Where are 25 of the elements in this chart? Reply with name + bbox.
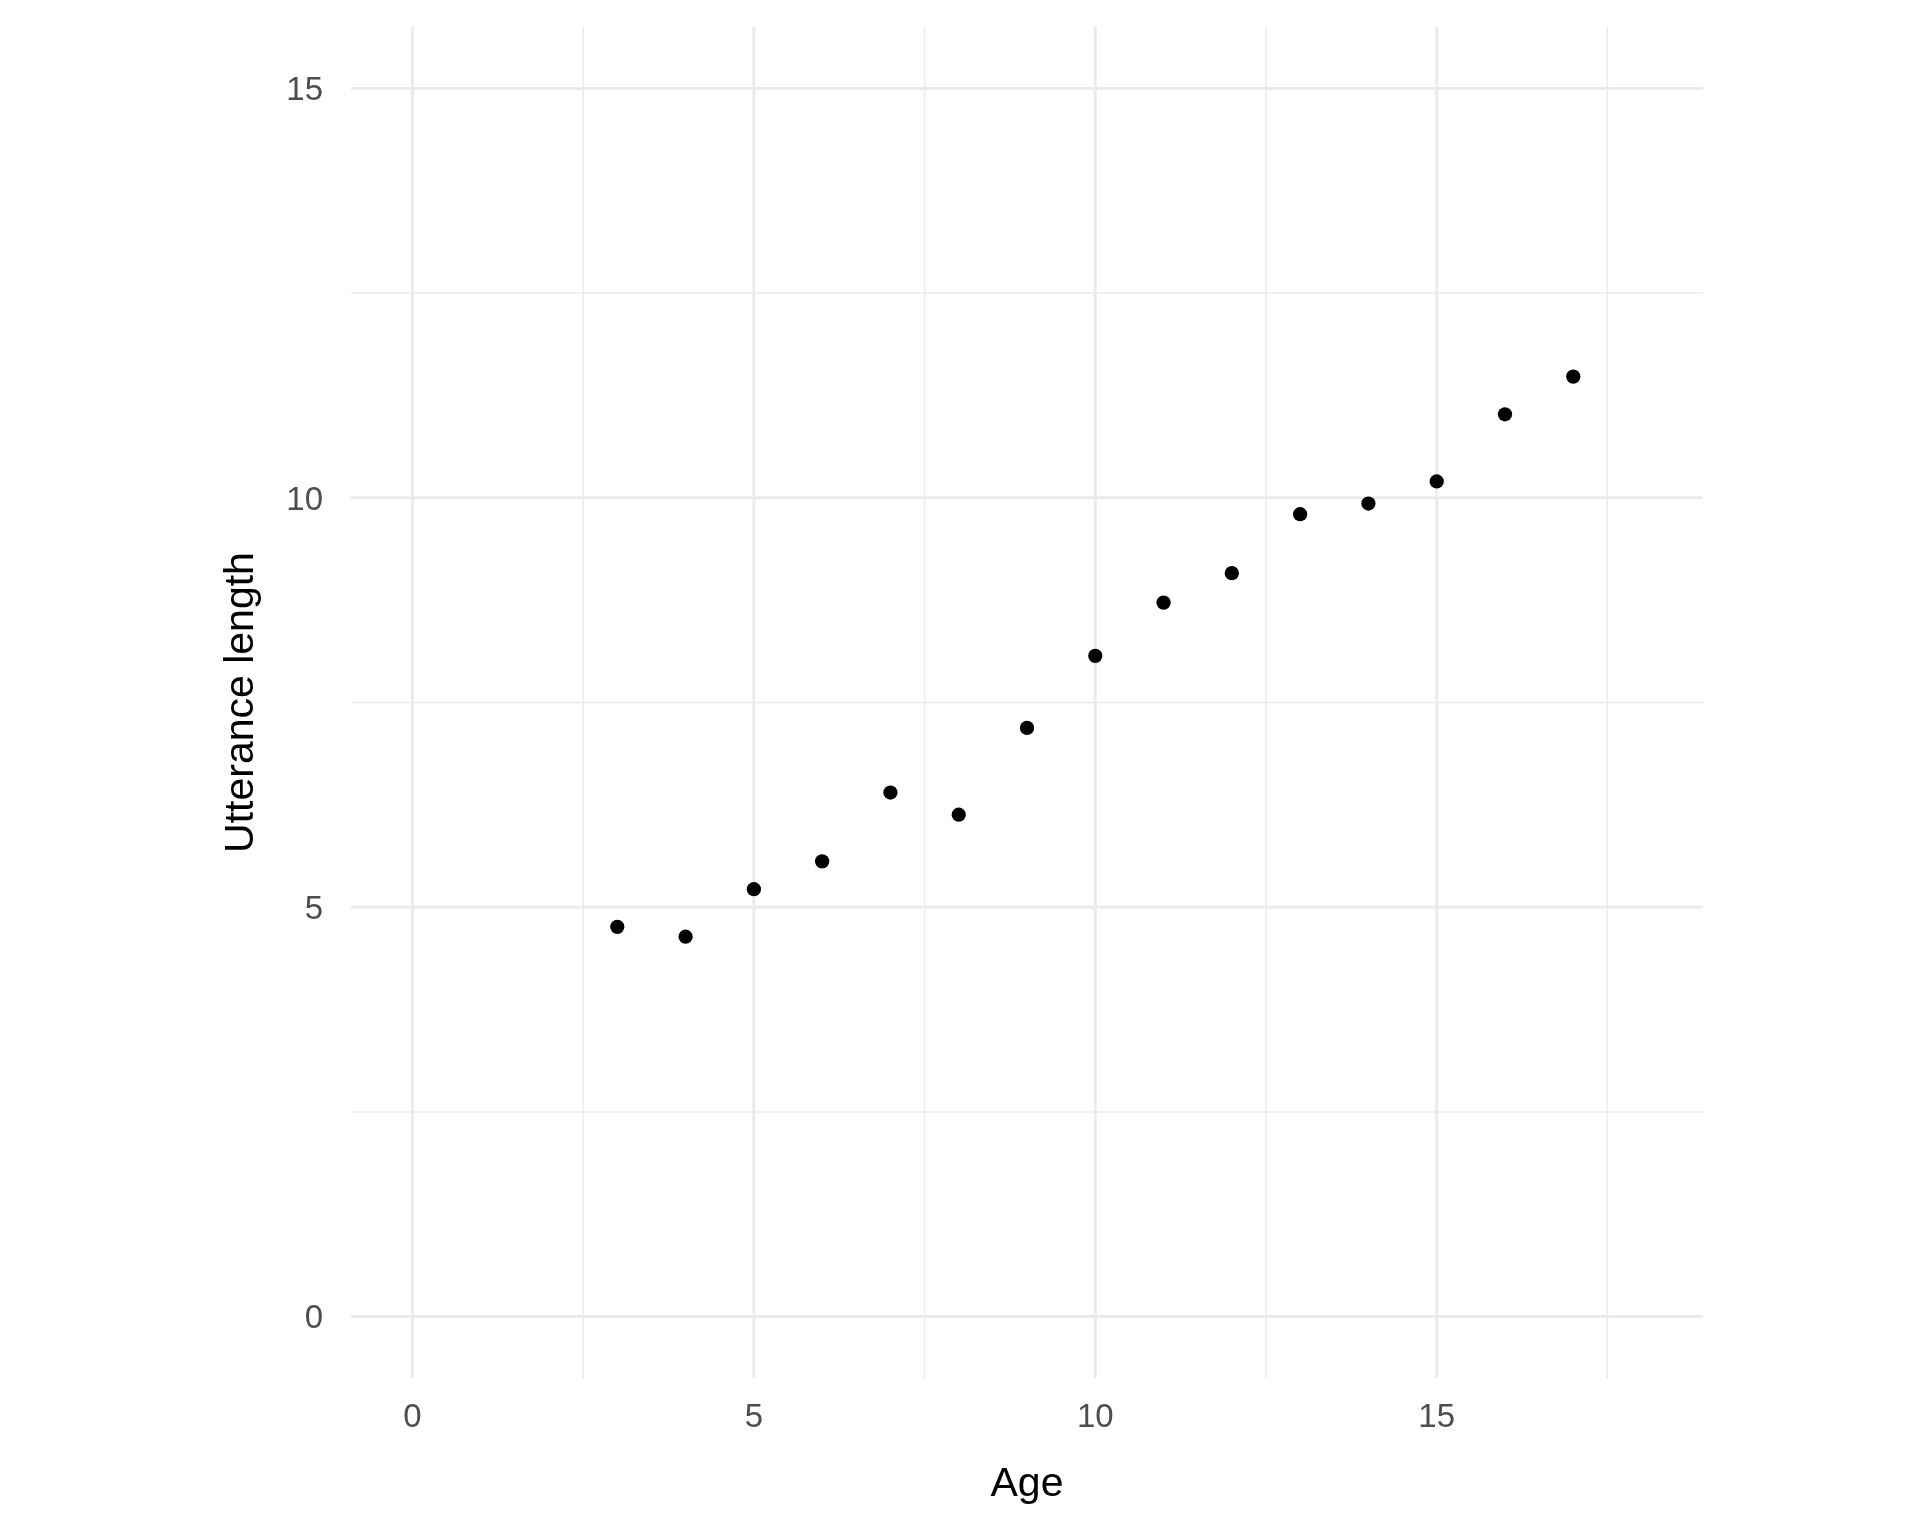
- y-tick-label: 15: [286, 70, 323, 108]
- point: [678, 929, 693, 944]
- point: [1361, 496, 1376, 511]
- point: [1088, 648, 1103, 663]
- x-tick-label: 15: [1418, 1397, 1456, 1435]
- point: [1566, 369, 1581, 384]
- point: [1429, 474, 1444, 489]
- x-tick-label: 5: [744, 1397, 764, 1435]
- y-tick-label: 10: [286, 479, 323, 517]
- x-axis-title: Age: [990, 1459, 1064, 1505]
- point: [1019, 720, 1035, 735]
- y-tick-label: 5: [304, 888, 323, 926]
- point: [815, 854, 830, 869]
- point: [1224, 566, 1239, 581]
- point: [1497, 407, 1513, 422]
- point: [883, 785, 898, 800]
- point: [746, 882, 761, 897]
- y-tick-label: 0: [304, 1298, 323, 1336]
- point: [1156, 595, 1171, 610]
- y-axis-title: Utterance length: [215, 552, 262, 853]
- x-tick-label: 0: [403, 1397, 422, 1435]
- point: [1293, 507, 1308, 522]
- point: [610, 919, 625, 934]
- x-tick-label: 10: [1076, 1397, 1114, 1435]
- point: [951, 807, 966, 822]
